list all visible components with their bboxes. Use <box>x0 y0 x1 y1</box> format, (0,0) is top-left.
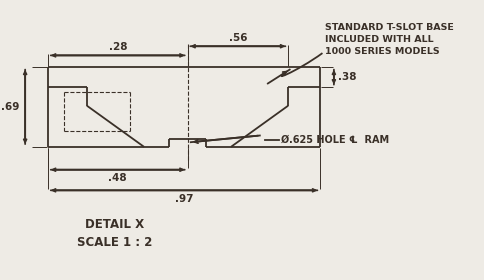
Text: Ø.625 HOLE ℄  RAM: Ø.625 HOLE ℄ RAM <box>281 135 389 145</box>
Text: .69: .69 <box>1 102 20 112</box>
Text: .56: .56 <box>228 33 246 43</box>
Text: DETAIL X
SCALE 1 : 2: DETAIL X SCALE 1 : 2 <box>76 218 151 249</box>
Text: .38: .38 <box>338 72 356 82</box>
Text: STANDARD T-SLOT BASE
INCLUDED WITH ALL
1000 SERIES MODELS: STANDARD T-SLOT BASE INCLUDED WITH ALL 1… <box>324 23 453 56</box>
Text: .48: .48 <box>108 173 127 183</box>
Text: .28: .28 <box>108 42 127 52</box>
Text: .97: .97 <box>174 194 193 204</box>
